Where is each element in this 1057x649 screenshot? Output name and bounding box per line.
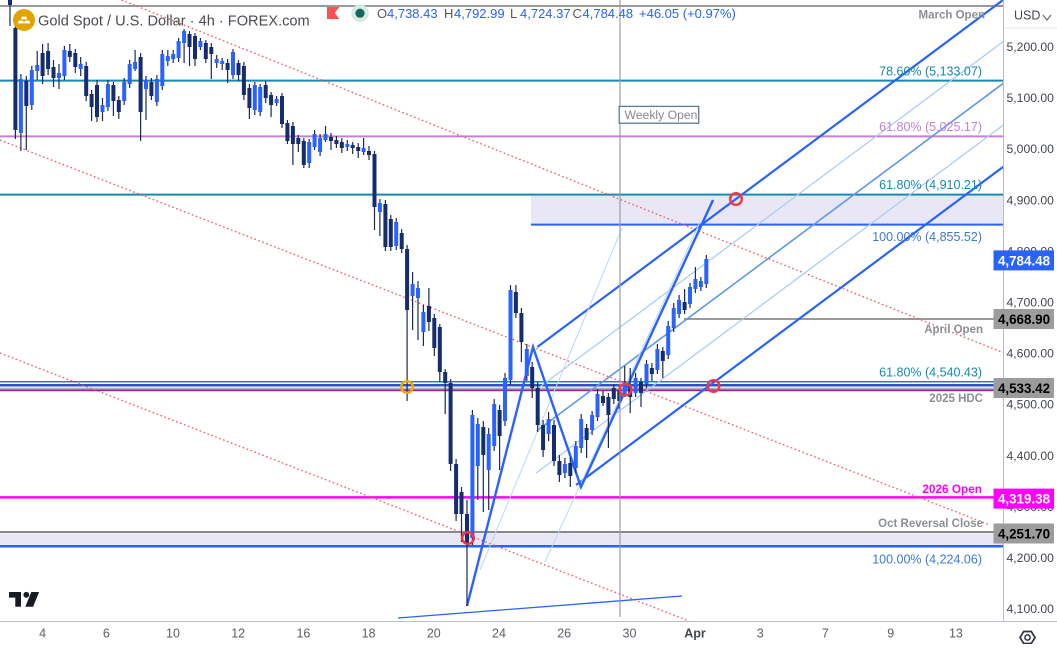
svg-text:61.80% (4,910.21): 61.80% (4,910.21) [879,178,982,192]
svg-text:2025 HDC: 2025 HDC [929,393,983,405]
svg-text:4,600.00: 4,600.00 [1007,347,1055,361]
svg-text:7: 7 [822,627,829,641]
svg-text:12: 12 [231,627,245,641]
svg-text:4,900.00: 4,900.00 [1007,193,1055,207]
svg-text:13: 13 [949,627,963,641]
svg-text:5,200.00: 5,200.00 [1007,40,1055,54]
svg-text:4,400.00: 4,400.00 [1007,449,1055,463]
svg-text:Gold Spot / U.S. Dollar · 4h ·: Gold Spot / U.S. Dollar · 4h · FOREX.com [38,14,310,30]
svg-text:16: 16 [296,627,310,641]
svg-text:Apr: Apr [684,627,706,641]
svg-text:3: 3 [757,627,764,641]
svg-text:O: O [377,6,387,21]
svg-text:2026 Open: 2026 Open [922,482,982,496]
svg-text:26: 26 [557,627,571,641]
svg-text:61.80% (5,025.17): 61.80% (5,025.17) [879,120,982,134]
svg-text:Weekly Open: Weekly Open [625,108,698,122]
svg-text:4,533.42: 4,533.42 [998,381,1050,396]
svg-text:C: C [573,6,582,21]
svg-text:5,000.00: 5,000.00 [1007,142,1055,156]
svg-text:March Open: March Open [919,10,985,22]
svg-text:10: 10 [166,627,180,641]
svg-text:78.60% (5,133.07): 78.60% (5,133.07) [879,65,982,79]
svg-text:61.80% (4,540.43): 61.80% (4,540.43) [879,366,982,380]
svg-text:100.00% (4,224.06): 100.00% (4,224.06) [872,553,982,567]
svg-text:4,784.48: 4,784.48 [583,6,634,21]
svg-text:18: 18 [362,627,376,641]
svg-text:L: L [510,6,517,21]
svg-text:4,200.00: 4,200.00 [1007,551,1055,565]
svg-text:4,500.00: 4,500.00 [1007,398,1055,412]
svg-text:4: 4 [39,627,46,641]
svg-text:USD: USD [1014,9,1040,23]
svg-text:4,738.43: 4,738.43 [387,6,438,21]
svg-text:+46.05 (+0.97%): +46.05 (+0.97%) [639,6,736,21]
svg-text:4,784.48: 4,784.48 [998,253,1051,268]
svg-text:100.00% (4,855.52): 100.00% (4,855.52) [872,230,982,244]
svg-text:4,668.90: 4,668.90 [998,312,1050,327]
svg-text:4,100.00: 4,100.00 [1007,602,1055,616]
svg-text:Oct Reversal Close: Oct Reversal Close [878,518,983,530]
svg-text:4,792.99: 4,792.99 [454,6,505,21]
svg-text:24: 24 [492,627,506,641]
svg-text:6: 6 [103,627,110,641]
svg-text:9: 9 [887,627,894,641]
svg-text:4,251.70: 4,251.70 [998,526,1050,541]
svg-text:April Open: April Open [924,324,983,336]
svg-text:30: 30 [623,627,637,641]
svg-text:4,724.37: 4,724.37 [520,6,571,21]
svg-text:20: 20 [427,627,441,641]
svg-text:4,319.38: 4,319.38 [998,492,1051,507]
svg-text:H: H [444,6,453,21]
svg-text:5,100.00: 5,100.00 [1007,91,1055,105]
svg-text:4,700.00: 4,700.00 [1007,296,1055,310]
